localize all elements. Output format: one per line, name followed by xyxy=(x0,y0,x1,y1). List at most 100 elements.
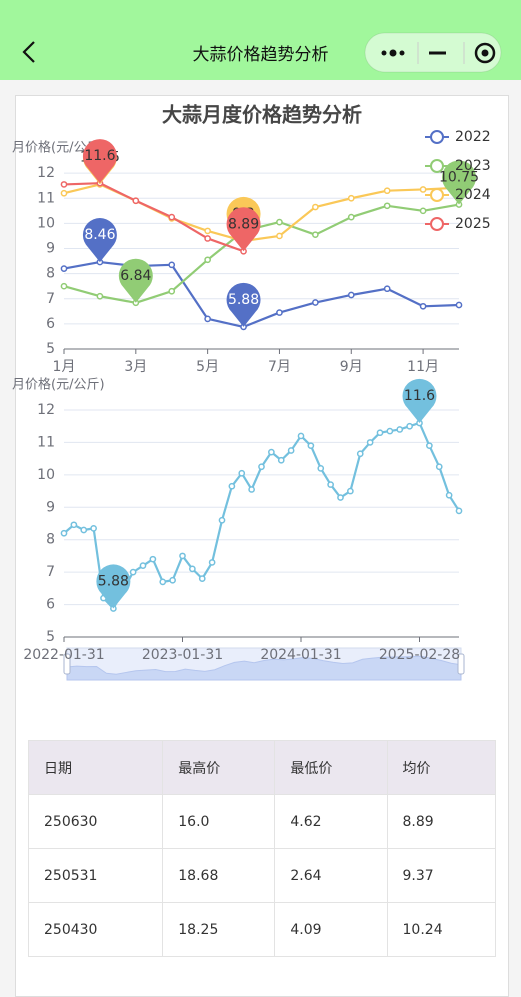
y-tick-label: 6 xyxy=(46,597,55,613)
table-cell: 18.25 xyxy=(162,902,276,957)
data-point xyxy=(228,482,236,490)
mark-pin xyxy=(96,564,131,609)
data-point xyxy=(139,562,147,570)
legend-label: 2025 xyxy=(455,216,491,232)
mark-pin xyxy=(442,160,476,205)
y-tick-label: 9 xyxy=(46,241,55,257)
x-tick-label: 5月 xyxy=(196,359,219,375)
data-point xyxy=(419,302,427,310)
data-point xyxy=(383,202,391,210)
data-point xyxy=(60,265,68,272)
data-point xyxy=(179,552,186,560)
table-body: 250630 16.0 4.62 8.89 250531 18.68 2.64 9.37 250… xyxy=(27,794,497,957)
data-point xyxy=(307,442,315,450)
x-tick-label: 2025-02-28 xyxy=(379,647,460,663)
legend-icon xyxy=(430,217,444,231)
header: 大蒜价格趋势分析 xyxy=(0,0,521,80)
data-point xyxy=(168,261,176,269)
data-point xyxy=(406,422,413,430)
y-tick-label: 7 xyxy=(46,564,55,580)
data-point xyxy=(312,299,319,306)
mark-pin xyxy=(82,139,117,184)
mark-label: 5.88 xyxy=(98,573,129,589)
close-button[interactable] xyxy=(474,42,496,64)
data-point xyxy=(60,529,68,537)
data-point xyxy=(386,427,394,435)
series-line xyxy=(63,183,460,243)
data-point xyxy=(129,568,137,576)
data-point xyxy=(204,256,211,264)
data-point xyxy=(455,507,463,515)
data-point xyxy=(312,231,319,239)
back-button[interactable] xyxy=(22,41,35,63)
table-cell: 9.37 xyxy=(386,848,497,903)
data-point xyxy=(276,232,283,240)
data-point xyxy=(276,309,283,316)
zoom-handle xyxy=(63,653,71,675)
data-point xyxy=(70,521,78,529)
minimize-button[interactable] xyxy=(429,51,446,55)
data-point xyxy=(276,218,283,226)
y-tick-label: 10 xyxy=(37,215,55,231)
data-point xyxy=(396,426,404,433)
mark-pin xyxy=(402,378,437,423)
data-point xyxy=(383,187,391,195)
mark-label: 6.84 xyxy=(120,268,151,284)
x-tick-label: 2022-01-31 xyxy=(23,647,104,663)
data-point xyxy=(297,432,305,440)
mark-label: 8.89 xyxy=(228,216,259,232)
data-point xyxy=(96,292,104,300)
column-header: 日期 xyxy=(27,740,164,795)
table-row: 250430 18.25 4.09 10.24 xyxy=(27,902,497,957)
legend-label: 2023 xyxy=(455,158,491,174)
mark-pin xyxy=(82,218,117,263)
data-point xyxy=(356,450,364,458)
y-axis-label: 月价格(元/公斤) xyxy=(12,140,105,156)
x-tick-label: 2024-01-31 xyxy=(260,647,341,663)
y-tick-label: 7 xyxy=(46,291,55,307)
data-point xyxy=(347,487,354,495)
column-header: 最高价 xyxy=(162,740,276,795)
data-point xyxy=(383,285,391,293)
data-point xyxy=(248,486,255,493)
y-tick-label: 5 xyxy=(46,341,55,357)
y-axis-label: 月价格(元/公斤) xyxy=(12,377,105,393)
y-tick-label: 11 xyxy=(37,190,55,206)
y-tick-label: 11 xyxy=(37,434,55,450)
column-header: 最低价 xyxy=(274,740,388,795)
x-tick-label: 3月 xyxy=(124,359,147,375)
column-header: 均价 xyxy=(386,740,497,795)
data-point xyxy=(238,469,246,477)
data-point xyxy=(268,448,275,456)
table-cell: 2.64 xyxy=(274,848,388,903)
x-tick-label: 1月 xyxy=(53,359,76,375)
table-row: 250630 16.0 4.62 8.89 xyxy=(27,794,497,849)
data-point xyxy=(277,456,285,464)
x-tick-label: 9月 xyxy=(340,359,363,375)
chart-title: 大蒜月度价格趋势分析 xyxy=(162,103,362,127)
data-point xyxy=(419,186,427,193)
data-point xyxy=(208,559,216,566)
more-button[interactable] xyxy=(381,49,405,57)
legend-icon xyxy=(430,159,444,173)
table-cell: 250430 xyxy=(27,902,164,957)
data-point xyxy=(287,447,295,454)
table-cell: 18.68 xyxy=(162,848,276,903)
table-cell: 8.89 xyxy=(386,794,497,849)
data-point xyxy=(90,525,97,532)
data-point xyxy=(60,181,68,188)
data-point xyxy=(376,429,384,437)
table-header: 日期 最高价 最低价 均价 xyxy=(27,740,497,795)
table-row: 250531 18.68 2.64 9.37 xyxy=(27,848,497,903)
x-tick-label: 7月 xyxy=(268,359,291,375)
mark-label: 11.6 xyxy=(404,388,435,404)
table-cell: 10.24 xyxy=(386,902,497,957)
data-point xyxy=(337,494,344,501)
legend-label: 2024 xyxy=(455,187,491,203)
y-tick-label: 5 xyxy=(46,629,55,645)
data-point xyxy=(258,463,265,471)
table-cell: 4.62 xyxy=(274,794,388,849)
data-point xyxy=(204,227,211,235)
